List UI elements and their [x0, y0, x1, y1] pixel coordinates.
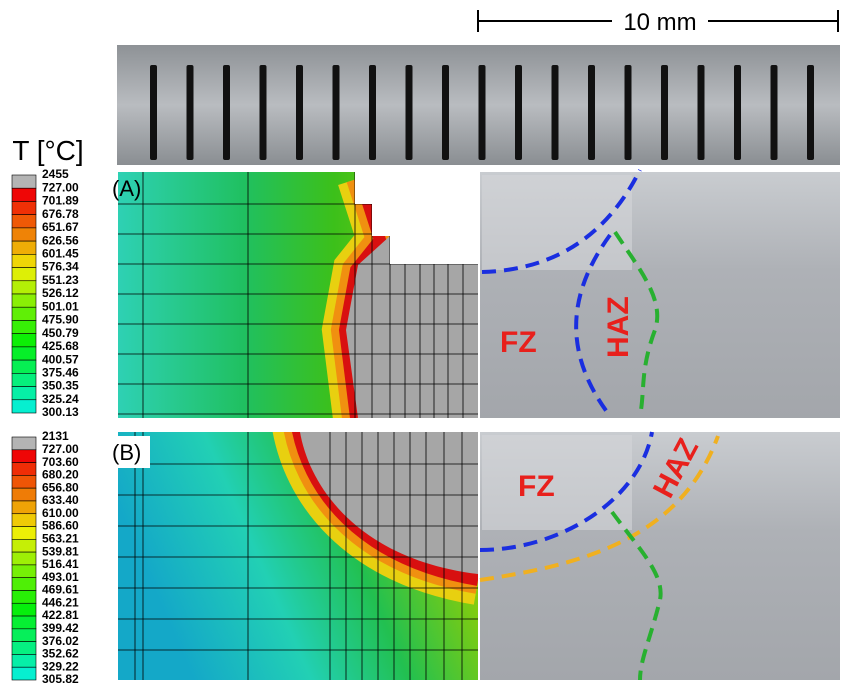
- legend-swatch: [12, 475, 36, 488]
- legend-swatch: [12, 241, 36, 254]
- legend-label: 576.34: [42, 260, 79, 274]
- legend-swatch: [12, 578, 36, 591]
- legend-swatch: [12, 654, 36, 667]
- legend-label: 400.57: [42, 352, 79, 366]
- legend-swatch: [12, 175, 36, 188]
- legend-title: T [°C]: [12, 135, 83, 166]
- legend-swatch: [12, 514, 36, 527]
- annotation: FZ: [518, 470, 555, 503]
- simulation-a: [118, 172, 478, 418]
- legend-swatch: [12, 400, 36, 413]
- legend-swatch: [12, 527, 36, 540]
- legend-swatch: [12, 320, 36, 333]
- legend-swatch: [12, 360, 36, 373]
- legend-swatch: [12, 201, 36, 214]
- legend-swatch: [12, 488, 36, 501]
- legend-swatch: [12, 268, 36, 281]
- legend-swatch: [12, 450, 36, 463]
- legend-swatch: [12, 565, 36, 578]
- legend-swatch: [12, 228, 36, 241]
- annotation: FZ: [500, 326, 537, 359]
- legend-label: 601.45: [42, 247, 79, 261]
- legend-label: 551.23: [42, 273, 79, 287]
- figure: 10 mm T [°C] (A) (B) FZ HAZ FZ HAZ 24557…: [0, 0, 846, 683]
- legend-label: 676.78: [42, 207, 79, 221]
- legend-label: 305.82: [42, 672, 79, 683]
- legend-swatch: [12, 188, 36, 201]
- legend-swatch: [12, 437, 36, 450]
- legend-label: 450.79: [42, 326, 79, 340]
- legend-swatch: [12, 603, 36, 616]
- legend-label: 701.89: [42, 194, 79, 208]
- legend-swatch: [12, 629, 36, 642]
- legend-label: 325.24: [42, 392, 79, 406]
- annotation: HAZ: [602, 296, 635, 358]
- legend-label: 727.00: [42, 180, 79, 194]
- legend-swatch: [12, 281, 36, 294]
- legend-swatch: [12, 334, 36, 347]
- legend-label: 425.68: [42, 339, 79, 353]
- legend-swatch: [12, 347, 36, 360]
- legend-swatch: [12, 387, 36, 400]
- legend-swatch: [12, 590, 36, 603]
- legend-swatch: [12, 501, 36, 514]
- legend-swatch: [12, 616, 36, 629]
- legend-label: 526.12: [42, 286, 79, 300]
- legend-label: 300.13: [42, 405, 79, 419]
- legend-swatch: [12, 254, 36, 267]
- legend-swatch: [12, 294, 36, 307]
- legend-swatch: [12, 307, 36, 320]
- legend-label: 475.90: [42, 313, 79, 327]
- legend-label: 651.67: [42, 220, 79, 234]
- legend-label: 626.56: [42, 233, 79, 247]
- legend-swatch: [12, 552, 36, 565]
- panel-label: (A): [112, 176, 141, 201]
- legend-label: 375.46: [42, 366, 79, 380]
- legend-label: 501.01: [42, 299, 79, 313]
- scale-bar-label: 10 mm: [623, 9, 696, 36]
- panel-label: (B): [112, 440, 141, 465]
- legend-label: 350.35: [42, 379, 79, 393]
- legend-label: 2455: [42, 167, 69, 181]
- legend-swatch: [12, 539, 36, 552]
- simulation-b: [118, 420, 478, 680]
- legend-swatch: [12, 463, 36, 476]
- legend-swatch: [12, 667, 36, 680]
- legend-swatch: [12, 215, 36, 228]
- legend-swatch: [12, 373, 36, 386]
- legend-swatch: [12, 642, 36, 655]
